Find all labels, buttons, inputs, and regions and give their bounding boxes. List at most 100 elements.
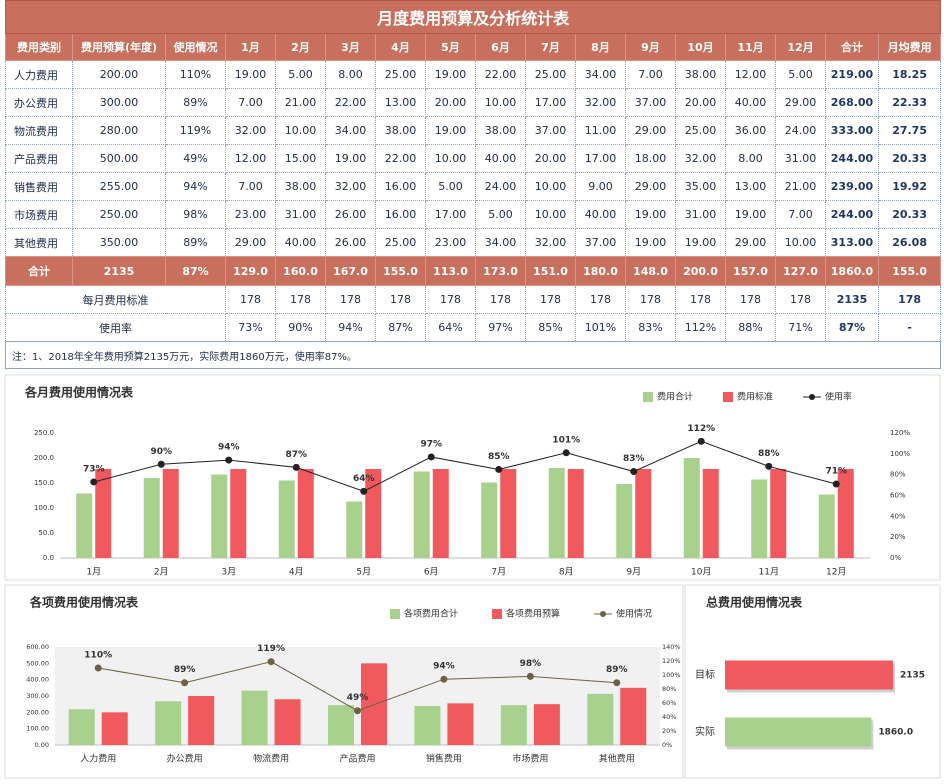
legend-label: 各项费用预算	[506, 608, 560, 620]
y-tick-label: 600.00	[26, 643, 49, 651]
bar	[683, 458, 700, 558]
y2-tick-label: 140%	[662, 643, 681, 651]
y2-tick-label: 60%	[890, 492, 906, 500]
y2-tick-label: 0%	[662, 741, 672, 749]
cell: 239.00	[825, 172, 879, 201]
note-row: 注：1、2018年全年费用预算2135万元，实际费用1860万元，使用率87%。	[4, 341, 942, 369]
cell: 24.00	[475, 172, 526, 201]
cell: 其他费用	[5, 228, 73, 257]
cell: 31.00	[275, 200, 326, 229]
data-label: 98%	[520, 659, 542, 669]
x-tick-label: 7月	[491, 567, 506, 578]
header-cell: 6月	[475, 33, 526, 61]
cell: 219.00	[825, 60, 879, 89]
cell: 29.00	[725, 228, 776, 257]
bar	[76, 493, 93, 558]
bar	[274, 699, 301, 745]
category-label: 目标	[695, 669, 715, 681]
data-label: 87%	[285, 450, 307, 460]
x-tick-label: 12月	[826, 567, 846, 578]
y2-tick-label: 100%	[890, 450, 910, 458]
cell: 29.00	[225, 228, 276, 257]
cell: 5.00	[425, 172, 476, 201]
data-label: 119%	[257, 644, 285, 654]
bar	[414, 705, 441, 745]
y2-tick-label: 0%	[890, 554, 901, 562]
cell: 19.00	[675, 228, 726, 257]
data-label: 110%	[84, 651, 112, 661]
cell: 物流费用	[5, 116, 73, 145]
line-marker	[427, 453, 435, 461]
total-cell: 151.0	[525, 256, 576, 286]
bar	[702, 469, 719, 558]
cell: 38.00	[475, 116, 526, 145]
y-tick-label: 200.00	[26, 708, 49, 716]
cell: 90%	[275, 313, 326, 342]
bar	[533, 704, 560, 745]
cell: 500.00	[72, 144, 166, 173]
cell: 办公费用	[5, 88, 73, 117]
cell: 19.00	[425, 60, 476, 89]
cell: 38.00	[375, 116, 426, 145]
cell: 110%	[165, 60, 226, 89]
cell: 200.00	[72, 60, 166, 89]
cell: 19.00	[225, 60, 276, 89]
data-row: 办公费用 300.00 89% 7.00 21.00 22.00 13.00 20.00 10.…	[5, 88, 942, 117]
total-cell: 167.0	[325, 256, 376, 286]
x-tick-label: 8月	[559, 567, 574, 578]
cell: 31.00	[775, 144, 826, 173]
x-tick-label: 6月	[424, 567, 439, 578]
line-marker	[613, 679, 621, 687]
cell: 40.00	[725, 88, 776, 117]
cell: 73%	[225, 313, 276, 342]
bar	[770, 469, 787, 558]
cell: 13.00	[725, 172, 776, 201]
cell: 178	[525, 285, 576, 314]
bar	[328, 705, 354, 745]
y2-tick-label: 20%	[662, 727, 676, 735]
total-cell: 180.0	[575, 256, 626, 286]
cell: 16.00	[375, 172, 426, 201]
cell: 12.00	[225, 144, 276, 173]
line-marker	[765, 462, 773, 470]
bar	[365, 469, 382, 558]
cell: 350.00	[72, 228, 166, 257]
x-tick-label: 产品费用	[339, 753, 375, 765]
header-cell: 12月	[775, 33, 826, 61]
cell: 89%	[165, 228, 226, 257]
data-row: 市场费用 250.00 98% 23.00 31.00 26.00 16.00 17.00 5.…	[5, 200, 942, 229]
cell: 17.00	[525, 88, 576, 117]
cell: 17.00	[575, 144, 626, 173]
x-tick-label: 4月	[289, 567, 304, 578]
bar	[725, 717, 872, 747]
data-row: 产品费用 500.00 49% 12.00 15.00 19.00 22.00 10.00 40…	[5, 144, 942, 173]
cell: 38.00	[275, 172, 326, 201]
category-label: 实际	[695, 725, 715, 738]
data-label: 89%	[174, 665, 196, 675]
cell: 2135	[825, 285, 879, 314]
cell: 34.00	[475, 228, 526, 257]
cell: 产品费用	[5, 144, 73, 173]
line-marker	[157, 460, 165, 468]
bar	[162, 469, 179, 558]
cell: 11.00	[575, 116, 626, 145]
header-cell: 7月	[525, 33, 576, 61]
cell: 25.00	[675, 116, 726, 145]
bar	[143, 478, 160, 558]
y-tick-label: 100.00	[26, 725, 49, 733]
cell: 7.00	[225, 172, 276, 201]
line-marker	[697, 437, 705, 445]
line-marker	[90, 478, 98, 486]
cell: 5.00	[475, 200, 526, 229]
cell: 98%	[165, 200, 226, 229]
total-cell: 2135	[72, 256, 166, 286]
cell: 300.00	[72, 88, 166, 117]
cell: 94%	[165, 172, 226, 201]
line-marker	[526, 672, 534, 680]
cell: 27.75	[877, 116, 942, 145]
x-tick-label: 2月	[154, 567, 169, 578]
x-tick-label: 物流费用	[253, 753, 289, 765]
line-marker	[495, 465, 503, 473]
header-row: 费用类别 费用预算(年度) 使用情况 1月 2月 3月 4月 5月 6月 7月 8月 9月 10月 11月…	[5, 33, 942, 61]
